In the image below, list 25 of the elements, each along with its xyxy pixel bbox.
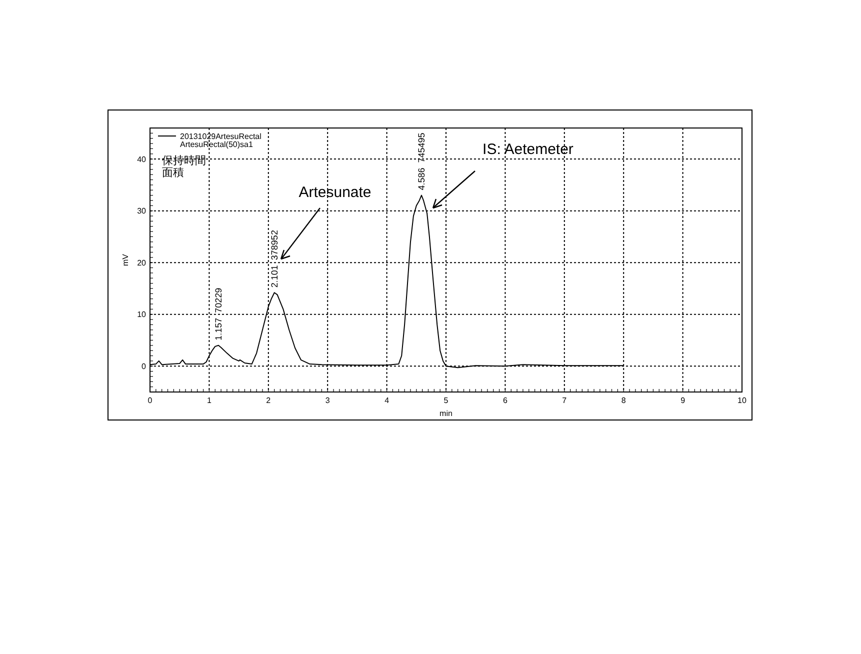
x-tick-label: 4: [384, 396, 390, 405]
annotation: 4.586 745495: [416, 132, 426, 190]
legend-label: 20131029ArtesuRectal ArtesuRectal(50)sa1: [180, 132, 262, 149]
x-tick-label: 5: [444, 396, 449, 405]
x-tick-label: 8: [621, 396, 626, 405]
x-tick-label: 7: [562, 396, 568, 405]
x-tick-label: 1: [206, 396, 212, 405]
x-tick-label: 3: [325, 396, 330, 405]
annotation: 1.157 70229: [213, 288, 224, 340]
annotation: IS: Aetemeter: [482, 141, 574, 158]
x-tick-label: 6: [502, 396, 508, 405]
x-tick-label: 9: [680, 396, 686, 405]
x-tick-label: 0: [148, 396, 153, 405]
y-tick-label: 20: [137, 258, 147, 268]
y-tick-label: 10: [137, 310, 147, 320]
y-tick-label: 0: [142, 362, 147, 371]
annotation: Artesunate: [298, 184, 372, 201]
x-tick-label: 10: [738, 396, 747, 405]
annotation: 面積: [162, 166, 184, 179]
y-tick-label: 30: [137, 206, 147, 216]
x-tick-label: 2: [266, 396, 272, 405]
x-axis-title: min: [440, 409, 452, 418]
y-axis-title: mV: [121, 253, 130, 266]
annotation: 2.101 378952: [269, 230, 280, 288]
y-tick-label: 40: [137, 154, 147, 164]
